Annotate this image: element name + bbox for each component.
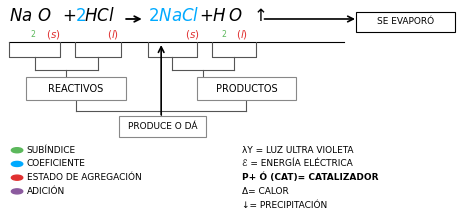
Text: PRODUCTOS: PRODUCTOS	[216, 84, 277, 94]
Text: $_2$: $_2$	[221, 29, 227, 41]
Text: $(l)$: $(l)$	[107, 28, 118, 42]
Text: SE EVAPORÓ: SE EVAPORÓ	[377, 18, 434, 26]
FancyBboxPatch shape	[118, 116, 206, 137]
FancyBboxPatch shape	[197, 77, 296, 100]
Circle shape	[11, 161, 23, 166]
Text: COEFICIENTE: COEFICIENTE	[27, 160, 85, 168]
Text: $O$: $O$	[228, 7, 242, 25]
Text: PRODUCE O DÁ: PRODUCE O DÁ	[128, 122, 197, 131]
Text: $Na$: $Na$	[9, 7, 33, 25]
Circle shape	[11, 175, 23, 180]
Text: ADICIÓN: ADICIÓN	[27, 187, 65, 196]
Text: $_2$: $_2$	[30, 29, 36, 41]
Circle shape	[11, 189, 23, 194]
Text: $H$: $H$	[212, 7, 227, 25]
Circle shape	[11, 148, 23, 153]
Text: REACTIVOS: REACTIVOS	[48, 84, 103, 94]
Text: $2NaCl$: $2NaCl$	[148, 7, 199, 25]
Text: ↓= PRECIPITACIÓN: ↓= PRECIPITACIÓN	[242, 201, 327, 210]
Text: $2$: $2$	[75, 7, 86, 25]
Text: ℰ = ENERGÍA ELÉCTRICA: ℰ = ENERGÍA ELÉCTRICA	[242, 160, 353, 168]
Text: $HCl$: $HCl$	[84, 7, 115, 25]
Text: $O$: $O$	[37, 7, 51, 25]
FancyBboxPatch shape	[356, 12, 455, 32]
FancyBboxPatch shape	[26, 77, 126, 100]
Text: $(l)$: $(l)$	[236, 28, 248, 42]
Text: ESTADO DE AGREGACIÓN: ESTADO DE AGREGACIÓN	[27, 173, 141, 182]
Text: λY = LUZ ULTRA VIOLETA: λY = LUZ ULTRA VIOLETA	[242, 146, 353, 155]
Text: $+$: $+$	[199, 7, 213, 25]
Text: $+$: $+$	[62, 7, 76, 25]
Text: $\uparrow$: $\uparrow$	[250, 7, 266, 25]
Text: P+ Ó (CAT)= CATALIZADOR: P+ Ó (CAT)= CATALIZADOR	[242, 173, 378, 183]
Text: $(s)$: $(s)$	[46, 28, 60, 42]
Text: $(s)$: $(s)$	[185, 28, 200, 42]
Text: Δ= CALOR: Δ= CALOR	[242, 187, 289, 196]
Text: SUBÍNDICE: SUBÍNDICE	[27, 146, 76, 155]
